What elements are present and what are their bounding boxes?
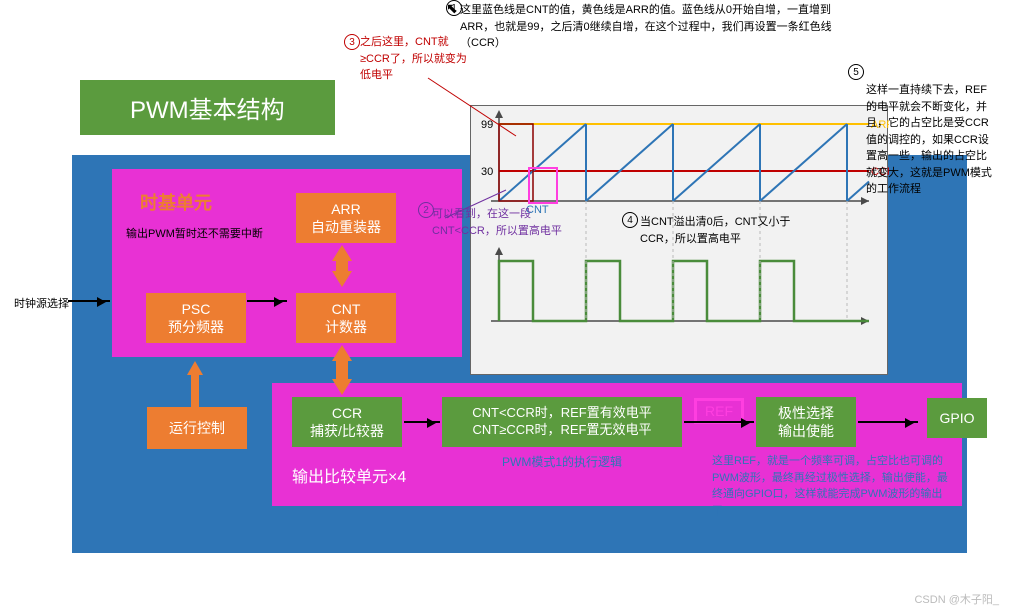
title-banner: PWM基本结构 [80, 80, 335, 135]
circle-4: 4 [622, 212, 638, 228]
watermark: CSDN @木子阳_ [914, 591, 999, 607]
circle-3: 3 [344, 34, 360, 50]
timebase-title: 时基单元 [140, 189, 212, 215]
gpio-box: GPIO [927, 398, 987, 438]
cnt-box: CNT计数器 [296, 293, 396, 343]
ccr-box: CCR捕获/比较器 [292, 397, 402, 447]
clock-source-label: 时钟源选择 [12, 294, 71, 312]
svg-text:99: 99 [481, 119, 493, 131]
annotation-1: 这里蓝色线是CNT的值，黄色线是ARR的值。蓝色线从0开始自增，一直增到ARR，… [460, 2, 840, 52]
annotation-4: 当CNT溢出清0后，CNT又小于CCR，所以置高电平 [640, 214, 820, 247]
output-compare-unit: CCR捕获/比较器 CNT<CCR时，REF置有效电平CNT≥CCR时，REF置… [272, 383, 962, 506]
circle-5: 5 [848, 64, 864, 80]
arr-box: ARR自动重装器 [296, 193, 396, 243]
annotation-3: 之后这里，CNT就≥CCR了，所以就变为低电平 [360, 34, 470, 84]
timebase-unit: 时基单元 输出PWM暂时还不需要中断 ARR自动重装器 PSC预分频器 CNT计… [112, 169, 462, 357]
psc-box: PSC预分频器 [146, 293, 246, 343]
annotation-5: 这样一直持续下去，REF的电平就会不断变化，并且，它的占空比是受CCR值的调控的… [866, 82, 994, 198]
pwm-mode1-note: PWM模式1的执行逻辑 [502, 453, 622, 470]
svg-text:30: 30 [481, 166, 493, 178]
ref-note: 这里REF，就是一个频率可调，占空比也可调的PWM波形，最终再经过极性选择，输出… [712, 453, 952, 519]
polarity-box: 极性选择输出使能 [756, 397, 856, 447]
compare-logic-box: CNT<CCR时，REF置有效电平CNT≥CCR时，REF置无效电平 [442, 397, 682, 447]
timebase-note: 输出PWM暂时还不需要中断 [126, 225, 263, 241]
run-control-box: 运行控制 [147, 407, 247, 449]
output-compare-title: 输出比较单元×4 [292, 463, 406, 487]
ref-label: REF [697, 401, 741, 421]
annotation-2: 可以看到，在这一段CNT<CCR，所以置高电平 [432, 206, 568, 239]
